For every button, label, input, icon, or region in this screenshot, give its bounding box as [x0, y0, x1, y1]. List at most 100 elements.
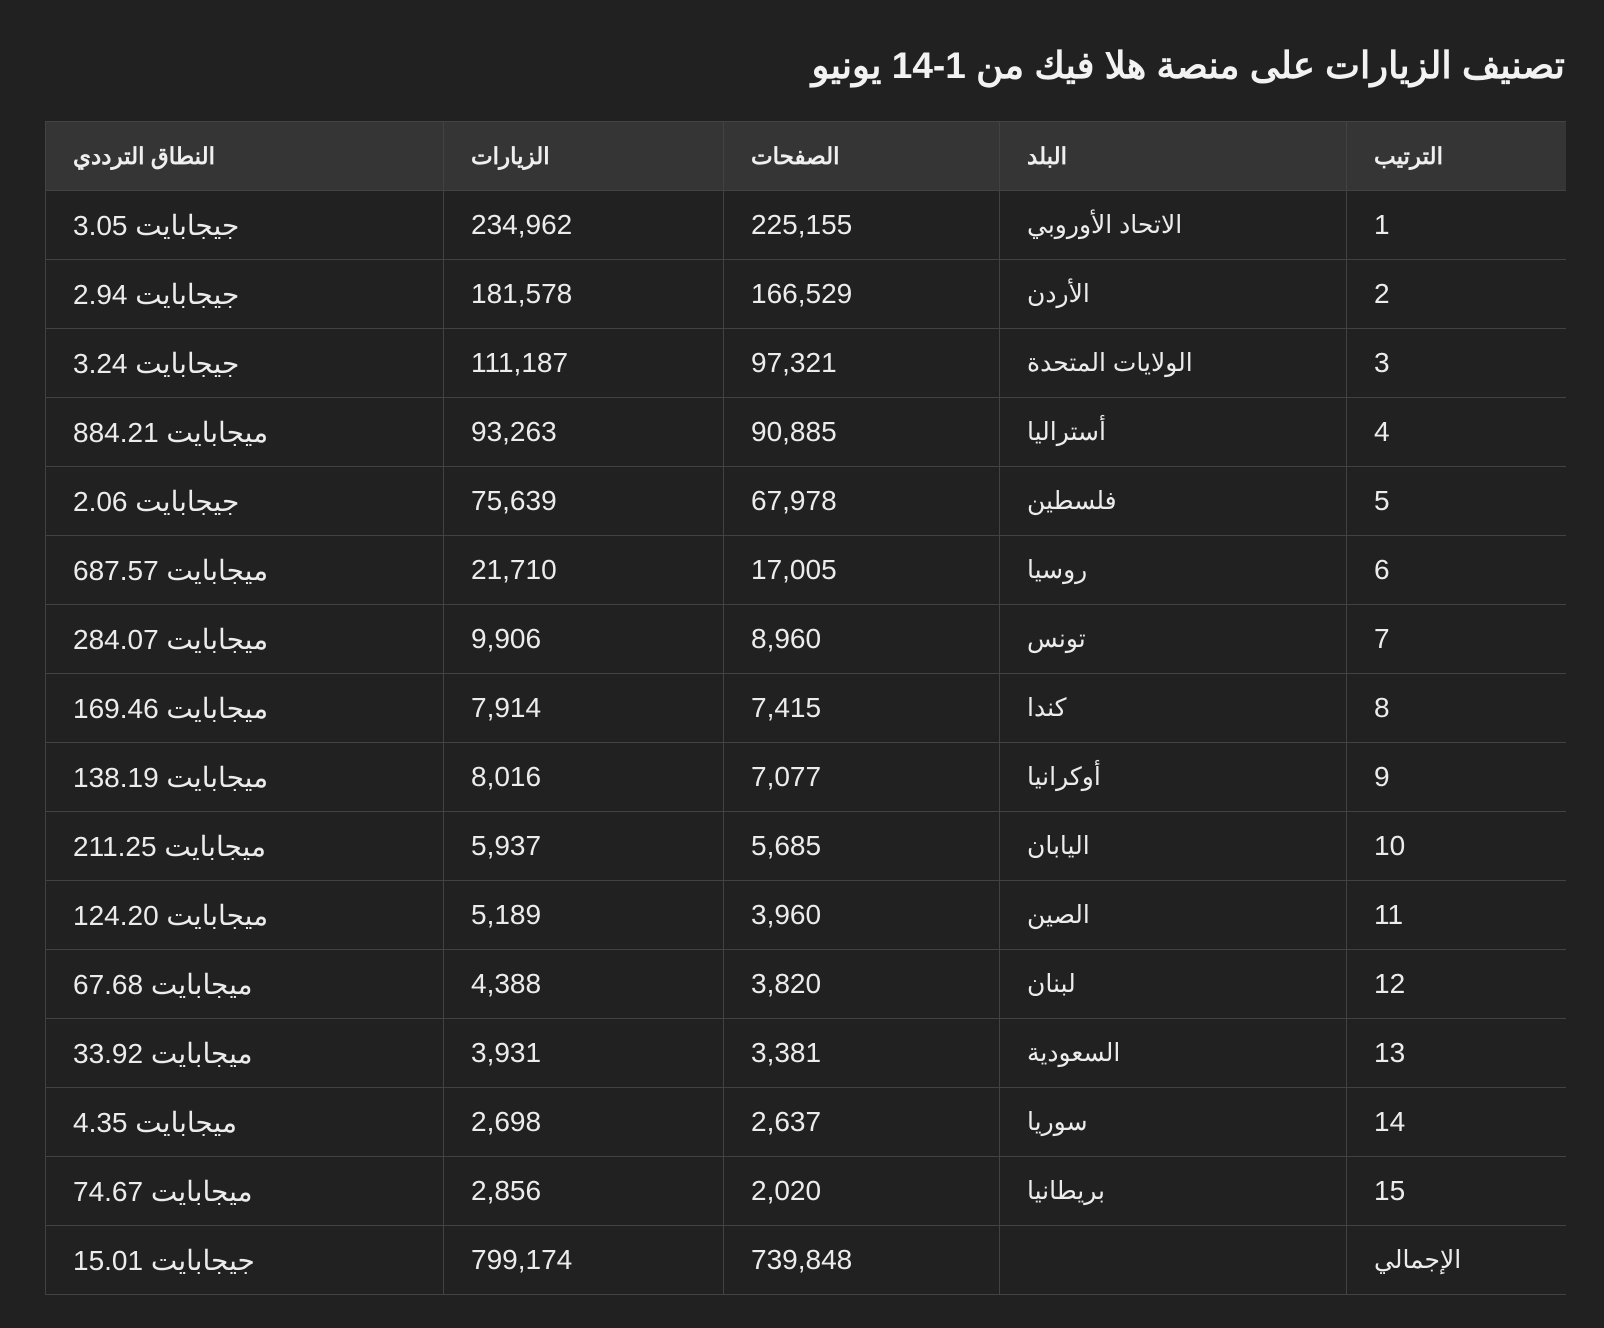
visits-cell: 5,189	[443, 880, 724, 950]
visits-cell: 5,937	[443, 811, 724, 881]
rank-cell: 14	[1346, 1087, 1566, 1157]
pages-cell: 90,885	[723, 397, 1000, 467]
rank-cell: الإجمالي	[1346, 1225, 1566, 1295]
bandwidth-cell: 74.67 ميجابايت	[45, 1156, 444, 1226]
rank-cell: 7	[1346, 604, 1566, 674]
bandwidth-cell: 284.07 ميجابايت	[45, 604, 444, 674]
table-row: 33.92 ميجابايت 3,931 3,381 السعودية 13	[45, 1018, 1566, 1088]
country-cell: أستراليا	[999, 397, 1347, 467]
rank-cell: 1	[1346, 190, 1566, 260]
pages-cell: 17,005	[723, 535, 1000, 605]
bandwidth-cell: 67.68 ميجابايت	[45, 949, 444, 1019]
bandwidth-cell: 3.24 جيجابايت	[45, 328, 444, 398]
country-cell: سوريا	[999, 1087, 1347, 1157]
visits-cell: 3,931	[443, 1018, 724, 1088]
visits-cell: 2,698	[443, 1087, 724, 1157]
rank-cell: 9	[1346, 742, 1566, 812]
header-visits[interactable]: الزيارات	[443, 121, 724, 191]
country-cell: روسيا	[999, 535, 1347, 605]
header-bandwidth[interactable]: النطاق الترددي	[45, 121, 444, 191]
rank-cell: 15	[1346, 1156, 1566, 1226]
visits-cell: 8,016	[443, 742, 724, 812]
pages-cell: 5,685	[723, 811, 1000, 881]
visits-cell: 181,578	[443, 259, 724, 329]
pages-cell: 97,321	[723, 328, 1000, 398]
country-cell: الولايات المتحدة	[999, 328, 1347, 398]
table-row: 211.25 ميجابايت 5,937 5,685 اليابان 10	[45, 811, 1566, 881]
pages-cell: 3,960	[723, 880, 1000, 950]
page-title: تصنيف الزيارات على منصة هلا فيك من 1-14 …	[811, 45, 1565, 86]
rank-cell: 6	[1346, 535, 1566, 605]
rank-cell: 12	[1346, 949, 1566, 1019]
table-row: 884.21 ميجابايت 93,263 90,885 أستراليا 4	[45, 397, 1566, 467]
pages-cell: 225,155	[723, 190, 1000, 260]
visits-cell: 799,174	[443, 1225, 724, 1295]
bandwidth-cell: 687.57 ميجابايت	[45, 535, 444, 605]
rank-cell: 8	[1346, 673, 1566, 743]
pages-cell: 7,077	[723, 742, 1000, 812]
rank-cell: 3	[1346, 328, 1566, 398]
bandwidth-cell: 211.25 ميجابايت	[45, 811, 444, 881]
total-row: 15.01 جيجابايت 799,174 739,848 الإجمالي	[45, 1225, 1566, 1295]
pages-cell: 8,960	[723, 604, 1000, 674]
bandwidth-cell: 3.05 جيجابايت	[45, 190, 444, 260]
pages-cell: 7,415	[723, 673, 1000, 743]
country-cell: لبنان	[999, 949, 1347, 1019]
table-row: 169.46 ميجابايت 7,914 7,415 كندا 8	[45, 673, 1566, 743]
header-country[interactable]: البلد	[999, 121, 1347, 191]
table-row: 2.94 جيجابايت 181,578 166,529 الأردن 2	[45, 259, 1566, 329]
table-row: 74.67 ميجابايت 2,856 2,020 بريطانيا 15	[45, 1156, 1566, 1226]
country-cell	[999, 1225, 1347, 1295]
rank-cell: 11	[1346, 880, 1566, 950]
bandwidth-cell: 33.92 ميجابايت	[45, 1018, 444, 1088]
bandwidth-cell: 2.06 جيجابايت	[45, 466, 444, 536]
rank-cell: 5	[1346, 466, 1566, 536]
country-cell: الأردن	[999, 259, 1347, 329]
country-cell: فلسطين	[999, 466, 1347, 536]
table-row: 138.19 ميجابايت 8,016 7,077 أوكرانيا 9	[45, 742, 1566, 812]
visits-cell: 234,962	[443, 190, 724, 260]
bandwidth-cell: 15.01 جيجابايت	[45, 1225, 444, 1295]
table-row: 687.57 ميجابايت 21,710 17,005 روسيا 6	[45, 535, 1566, 605]
table-row: 67.68 ميجابايت 4,388 3,820 لبنان 12	[45, 949, 1566, 1019]
pages-cell: 166,529	[723, 259, 1000, 329]
bandwidth-cell: 138.19 ميجابايت	[45, 742, 444, 812]
country-cell: السعودية	[999, 1018, 1347, 1088]
bandwidth-cell: 124.20 ميجابايت	[45, 880, 444, 950]
pages-cell: 67,978	[723, 466, 1000, 536]
visits-cell: 7,914	[443, 673, 724, 743]
visits-cell: 111,187	[443, 328, 724, 398]
table-row: 3.24 جيجابايت 111,187 97,321 الولايات المتح…	[45, 328, 1566, 398]
pages-cell: 2,637	[723, 1087, 1000, 1157]
bandwidth-cell: 4.35 ميجابايت	[45, 1087, 444, 1157]
visits-cell: 9,906	[443, 604, 724, 674]
country-cell: الاتحاد الأوروبي	[999, 190, 1347, 260]
header-pages[interactable]: الصفحات	[723, 121, 1000, 191]
visits-cell: 93,263	[443, 397, 724, 467]
visits-cell: 4,388	[443, 949, 724, 1019]
rank-cell: 10	[1346, 811, 1566, 881]
country-cell: تونس	[999, 604, 1347, 674]
table-row: 284.07 ميجابايت 9,906 8,960 تونس 7	[45, 604, 1566, 674]
visits-cell: 75,639	[443, 466, 724, 536]
country-cell: اليابان	[999, 811, 1347, 881]
country-cell: بريطانيا	[999, 1156, 1347, 1226]
country-cell: الصين	[999, 880, 1347, 950]
bandwidth-cell: 884.21 ميجابايت	[45, 397, 444, 467]
country-cell: أوكرانيا	[999, 742, 1347, 812]
table-row: 3.05 جيجابايت 234,962 225,155 الاتحاد الأور…	[45, 190, 1566, 260]
visits-cell: 2,856	[443, 1156, 724, 1226]
pages-cell: 739,848	[723, 1225, 1000, 1295]
traffic-ranking-table: النطاق الترددي الزيارات الصفحات البلد ال…	[45, 121, 1566, 1295]
visits-cell: 21,710	[443, 535, 724, 605]
rank-cell: 4	[1346, 397, 1566, 467]
bandwidth-cell: 169.46 ميجابايت	[45, 673, 444, 743]
bandwidth-cell: 2.94 جيجابايت	[45, 259, 444, 329]
pages-cell: 3,381	[723, 1018, 1000, 1088]
header-rank[interactable]: الترتيب	[1346, 121, 1566, 191]
rank-cell: 2	[1346, 259, 1566, 329]
pages-cell: 3,820	[723, 949, 1000, 1019]
table-row: 2.06 جيجابايت 75,639 67,978 فلسطين 5	[45, 466, 1566, 536]
table-header-row: النطاق الترددي الزيارات الصفحات البلد ال…	[45, 121, 1566, 191]
pages-cell: 2,020	[723, 1156, 1000, 1226]
